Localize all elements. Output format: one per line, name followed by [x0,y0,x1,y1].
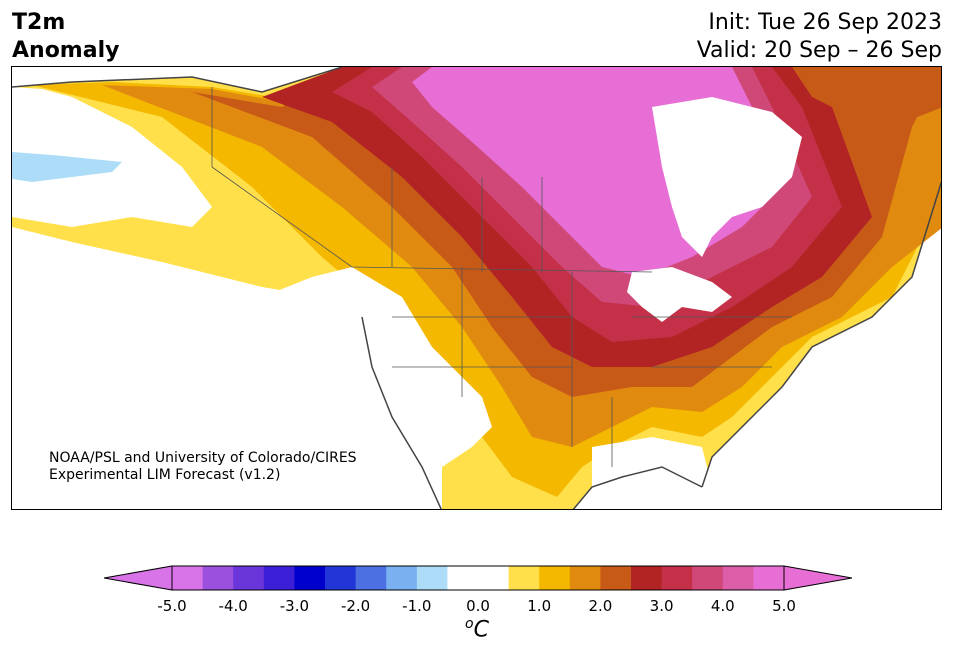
atlantic-ocean [712,268,941,509]
colorbar-segment [753,566,785,590]
colorbar-tick-label: 0.0 [466,597,490,615]
colorbar-segment [202,566,234,590]
title-line-2: Anomaly [12,38,120,63]
credit-line-2: Experimental LIM Forecast (v1.2) [49,467,281,483]
colorbar-segment [233,566,265,590]
map-title: T2m Anomaly [12,9,119,65]
colorbar-over-arrow [783,565,852,591]
colorbar-segment [355,566,387,590]
colorbar-segment [263,566,295,590]
colorbar-segment [631,566,663,590]
coastline [12,67,941,509]
colorbar-segment [172,566,204,590]
colorbar-tick-label: 1.0 [527,597,552,615]
valid-range: Valid: 20 Sep – 26 Sep [696,38,942,63]
great-lakes [627,267,732,322]
colorbar-segment [569,566,601,590]
unit-celsius: C [473,617,489,643]
alaska-cool [12,152,122,182]
colorbar [104,565,852,591]
colorbar-segment [661,566,693,590]
init-date: Init: Tue 26 Sep 2023 [708,10,942,35]
alaska-neutral [12,87,212,227]
colorbar-segment [294,566,326,590]
colorbar-segment [692,566,724,590]
title-line-1: T2m [12,10,66,35]
credit-text: NOAA/PSL and University of Colorado/CIRE… [49,450,357,484]
colorbar-tick-label: -5.0 [157,597,187,615]
colorbar-tick-label: -2.0 [340,597,371,615]
hudson-bay [652,97,802,257]
colorbar-tick-label: 5.0 [772,597,796,615]
colorbar-tick-label: -4.0 [218,597,248,615]
borders [211,87,792,467]
colorbar-segment [325,566,357,590]
colorbar-tick-label: 2.0 [588,597,613,615]
credit-line-1: NOAA/PSL and University of Colorado/CIRE… [49,450,357,466]
colorbar-segment [386,566,418,590]
pacific-ocean [12,227,362,509]
colorbar-segment [722,566,754,590]
anomaly-map [11,66,942,510]
colorbar-tick-label: 3.0 [649,597,674,615]
greenland [792,67,941,127]
colorbar-segment [447,566,479,590]
colorbar-tick-label: 4.0 [710,597,735,615]
colorbar-under-arrow [104,565,173,591]
colorbar-segment [508,566,540,590]
colorbar-unit: oC [465,616,489,642]
colorbar-segment [416,566,448,590]
gulf-of-mexico [592,437,712,509]
colorbar-tick-label: -1.0 [402,597,432,615]
map-svg [12,67,941,509]
colorbar-segment [539,566,571,590]
colorbar-frame [171,565,785,591]
forecast-dates: Init: Tue 26 Sep 2023 Valid: 20 Sep – 26… [697,9,942,65]
colorbar-tick-label: -3.0 [279,597,310,615]
unit-degree: o [465,616,474,632]
colorbar-segment [600,566,632,590]
colorbar-segment [478,566,510,590]
